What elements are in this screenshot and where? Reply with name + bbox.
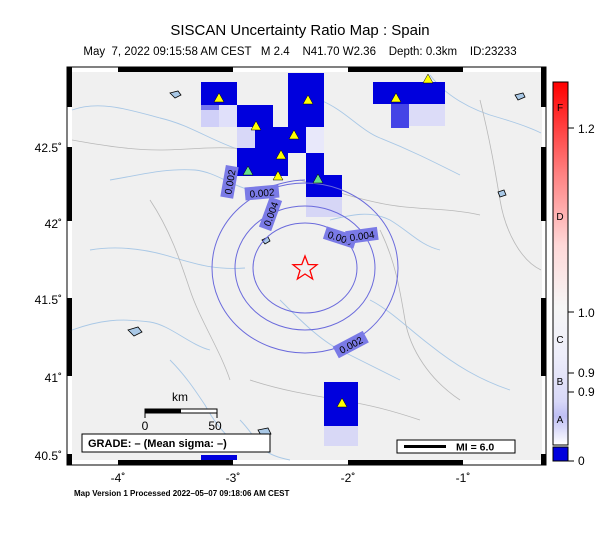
grade-letter: B: [557, 377, 564, 388]
lat-tick: 40.5˚: [35, 449, 62, 463]
station-triangle: [250, 120, 262, 131]
lat-tick: 41.5˚: [35, 293, 62, 307]
contour-label: 0.004: [349, 230, 376, 244]
grade-letter: A: [557, 415, 564, 426]
lat-tick: 41˚: [45, 371, 62, 385]
map-title: SISCAN Uncertainty Ratio Map : Spain: [170, 22, 430, 39]
mi-legend: MI = 6.0: [396, 439, 516, 454]
map-footer: Map Version 1 Processed 2022–05–07 09:18…: [74, 489, 290, 498]
colorbar: F D C B A 1.2 1.0 0.9 0.9 0: [552, 81, 595, 468]
lon-tick: -4˚: [111, 471, 126, 485]
rivers: [71, 74, 542, 461]
station-triangle: [272, 170, 284, 181]
event-subtitle: May 7, 2022 09:15:58 AM CEST M 2.4 N41.7…: [83, 46, 517, 58]
colorbar-tick: 0.9: [578, 366, 595, 380]
grade-box: GRADE: – (Mean sigma: –): [81, 433, 271, 453]
scale-tick: 50: [208, 419, 222, 433]
grade-letter: C: [556, 335, 563, 346]
station-triangle: [213, 92, 225, 103]
frame-border: [67, 67, 546, 465]
station-triangle: [336, 397, 348, 408]
lat-tick: 42.5˚: [35, 141, 62, 155]
contour-label: 0.002: [223, 168, 238, 195]
lon-tick: -1˚: [456, 471, 471, 485]
station-triangle: [390, 92, 402, 103]
colorbar-tick: 1.2: [578, 122, 595, 136]
mi-text: MI = 6.0: [456, 442, 494, 454]
lon-axis: -4˚ -3˚ -2˚ -1˚: [111, 471, 471, 485]
grade-letter: F: [557, 103, 563, 114]
uncertainty-cells: [201, 73, 445, 460]
scale-unit: km: [172, 390, 188, 404]
lat-tick: 42˚: [45, 217, 62, 231]
station-triangle: [242, 165, 254, 176]
station-triangle: [288, 129, 300, 140]
grade-text: GRADE: – (Mean sigma: –): [88, 438, 227, 450]
lon-tick: -2˚: [341, 471, 356, 485]
colorbar-tick: 0: [578, 454, 585, 468]
station-triangle: [302, 94, 314, 105]
station-triangle: [312, 173, 324, 184]
contour-labels: 0.002 0.002 0.004 0.006 0.004 0.002: [220, 165, 379, 359]
station-triangle: [422, 73, 434, 84]
colorbar-tick: 1.0: [578, 306, 595, 320]
lat-axis: 42.5˚ 42˚ 41.5˚ 41˚ 40.5˚: [35, 141, 62, 463]
scale-bar: km 0 50: [142, 390, 222, 433]
lon-tick: -3˚: [226, 471, 241, 485]
scale-tick: 0: [142, 419, 149, 433]
epicenter-star: [291, 254, 319, 281]
grade-letter: D: [556, 212, 563, 223]
colorbar-tick: 0.9: [578, 385, 595, 399]
stations: [213, 73, 434, 408]
station-triangle: [275, 149, 287, 160]
contour-label: 0.002: [249, 187, 275, 200]
